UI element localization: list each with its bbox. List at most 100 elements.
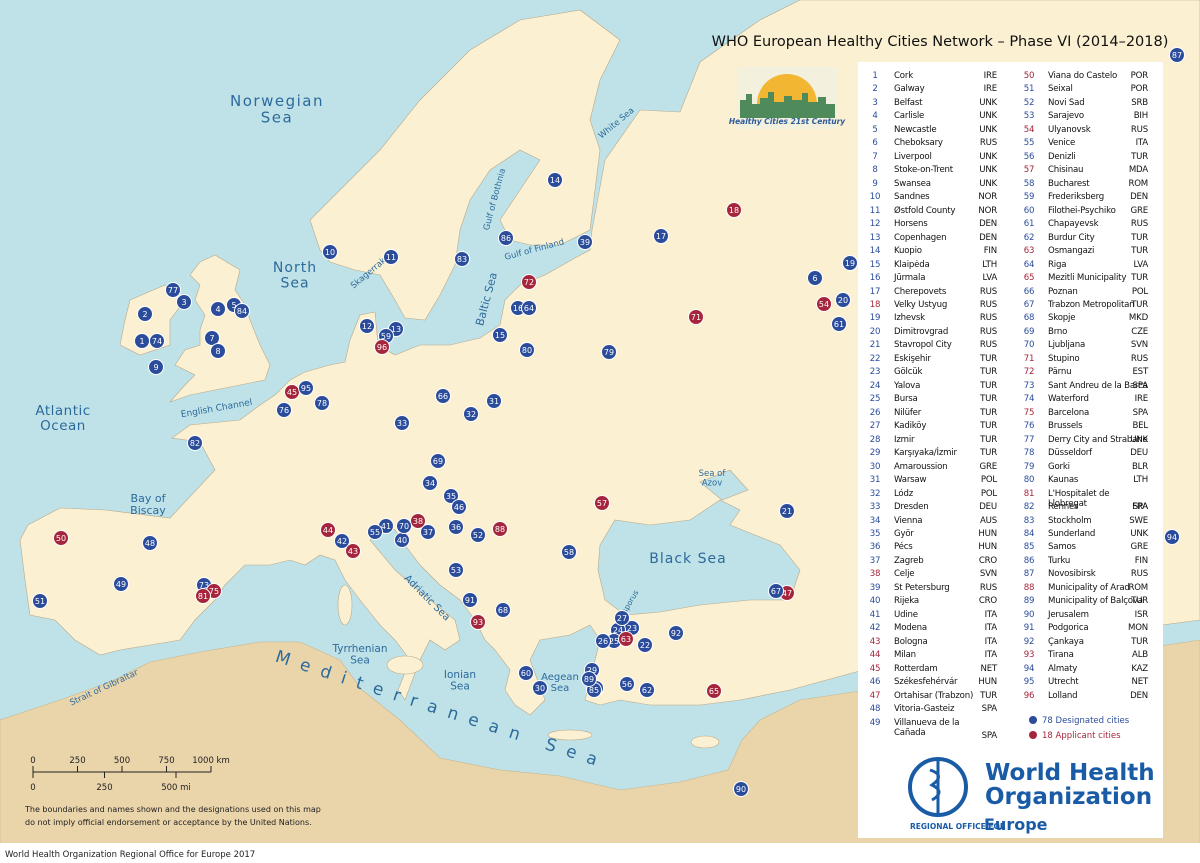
city-marker xyxy=(234,303,250,319)
city-name: Burdur City xyxy=(1048,232,1095,243)
city-row: 21 Stavropol City RUS xyxy=(864,340,997,364)
city-number: 32 xyxy=(869,488,881,499)
city-number: 62 xyxy=(1023,232,1035,243)
city-number: 33 xyxy=(869,502,881,513)
city-code: CRO xyxy=(978,596,997,607)
city-marker-number: 19 xyxy=(845,259,855,268)
city-row: 23 Gölcük TUR xyxy=(864,367,997,391)
city-name: Jerusalem xyxy=(1048,609,1089,620)
city-marker-number: 87 xyxy=(1172,51,1182,60)
city-marker-number: 5 xyxy=(231,301,236,310)
city-number: 76 xyxy=(1023,421,1035,432)
city-marker-number: 34 xyxy=(425,479,435,488)
city-code: EST xyxy=(1132,367,1148,378)
city-number: 48 xyxy=(869,704,881,715)
city-marker-number: 12 xyxy=(362,322,372,331)
city-marker-number: 67 xyxy=(771,587,781,596)
city-code: UNK xyxy=(979,165,997,176)
city-code: GRE xyxy=(1130,542,1149,553)
sea-label: Ocean xyxy=(40,418,86,434)
city-name: Sarajevo xyxy=(1048,111,1084,122)
city-number: 89 xyxy=(1023,596,1035,607)
city-row: 53 Sarajevo BIH xyxy=(1018,111,1150,135)
footer-bg xyxy=(0,843,1200,863)
who-region: Europe xyxy=(984,815,1048,834)
city-code: DEN xyxy=(979,219,997,230)
city-name: Østfold County xyxy=(894,205,956,216)
city-number: 70 xyxy=(1023,340,1035,351)
city-name: Dimitrovgrad xyxy=(894,326,949,337)
city-code: TUR xyxy=(980,690,997,701)
city-marker-number: 29 xyxy=(587,666,597,675)
city-marker xyxy=(619,676,635,692)
city-code: ITA xyxy=(984,623,998,634)
city-marker xyxy=(726,202,742,218)
city-row: 86 Turku FIN xyxy=(1018,556,1150,580)
sea-label: Sea of xyxy=(699,469,727,479)
city-marker xyxy=(394,415,410,431)
city-row: 9 Swansea UNK xyxy=(864,179,997,203)
city-row: 54 Ulyanovsk RUS xyxy=(1018,125,1150,149)
city-name: Cork xyxy=(894,71,913,81)
city-name: Klaipėda xyxy=(894,259,930,270)
city-marker xyxy=(410,513,426,529)
city-name: Brussels xyxy=(1048,421,1083,432)
city-code: IRE xyxy=(1134,394,1149,405)
city-code: UNK xyxy=(1130,528,1148,539)
city-code: TUR xyxy=(1131,151,1148,162)
city-marker xyxy=(430,453,446,469)
city-name: Skopje xyxy=(1048,313,1076,324)
city-name: Barcelona xyxy=(1048,407,1090,418)
city-code: TUR xyxy=(980,380,997,391)
city-row: 7 Liverpool UNK xyxy=(864,152,997,176)
city-marker-number: 21 xyxy=(782,507,792,516)
city-row: 55 Venice ITA xyxy=(1018,138,1150,162)
city-number: 6 xyxy=(872,138,878,149)
city-marker-number: 81 xyxy=(198,592,208,601)
city-row: 84 Sunderland UNK xyxy=(1018,529,1150,553)
city-number: 28 xyxy=(869,434,881,445)
city-code: LVA xyxy=(982,273,998,284)
city-marker-number: 84 xyxy=(237,307,247,316)
scale-mi-label: 500 mi xyxy=(161,783,191,793)
city-row: 72 Pärnu EST xyxy=(1018,367,1150,391)
city-number: 18 xyxy=(869,299,881,310)
city-name: Velky Ustyug xyxy=(894,299,948,310)
city-name: Seixal xyxy=(1048,84,1073,95)
city-row: 42 Modena ITA xyxy=(864,623,998,647)
city-name: Poznan xyxy=(1048,286,1078,297)
city-marker-number: 3 xyxy=(181,298,186,307)
city-name: Belfast xyxy=(894,97,923,108)
city-number: 60 xyxy=(1023,205,1035,216)
city-number: 85 xyxy=(1023,542,1035,553)
city-marker-number: 48 xyxy=(145,539,155,548)
city-row: 26 Nilüfer TUR xyxy=(864,408,997,432)
city-number: 84 xyxy=(1023,528,1035,539)
city-code: DEN xyxy=(979,232,997,243)
city-number: 82 xyxy=(1023,502,1035,513)
city-marker xyxy=(210,343,226,359)
scale-mi-label: 250 xyxy=(96,783,112,793)
city-marker xyxy=(454,251,470,267)
city-marker-number: 10 xyxy=(325,248,335,257)
city-row: 56 Denizli TUR xyxy=(1018,152,1150,176)
city-marker xyxy=(601,344,617,360)
city-code: BIH xyxy=(1133,111,1148,122)
city-row: 28 Izmir TUR xyxy=(864,434,997,459)
city-marker-number: 26 xyxy=(598,637,608,646)
city-marker xyxy=(435,388,451,404)
city-marker-number: 11 xyxy=(386,253,396,262)
city-marker-number: 53 xyxy=(451,566,461,575)
city-number: 42 xyxy=(869,623,881,634)
city-row: 88 Municipality of Arad ROM xyxy=(1018,583,1150,607)
city-number: 38 xyxy=(869,569,881,580)
city-marker-number: 15 xyxy=(495,331,505,340)
city-marker xyxy=(113,576,129,592)
city-number: 2 xyxy=(872,84,878,95)
city-marker xyxy=(53,530,69,546)
city-row: 15 Klaipėda LTH xyxy=(864,259,997,284)
city-row: 16 Jūrmala LVA xyxy=(864,273,998,297)
city-marker xyxy=(320,522,336,538)
sea-label: Norwegian xyxy=(230,92,324,110)
